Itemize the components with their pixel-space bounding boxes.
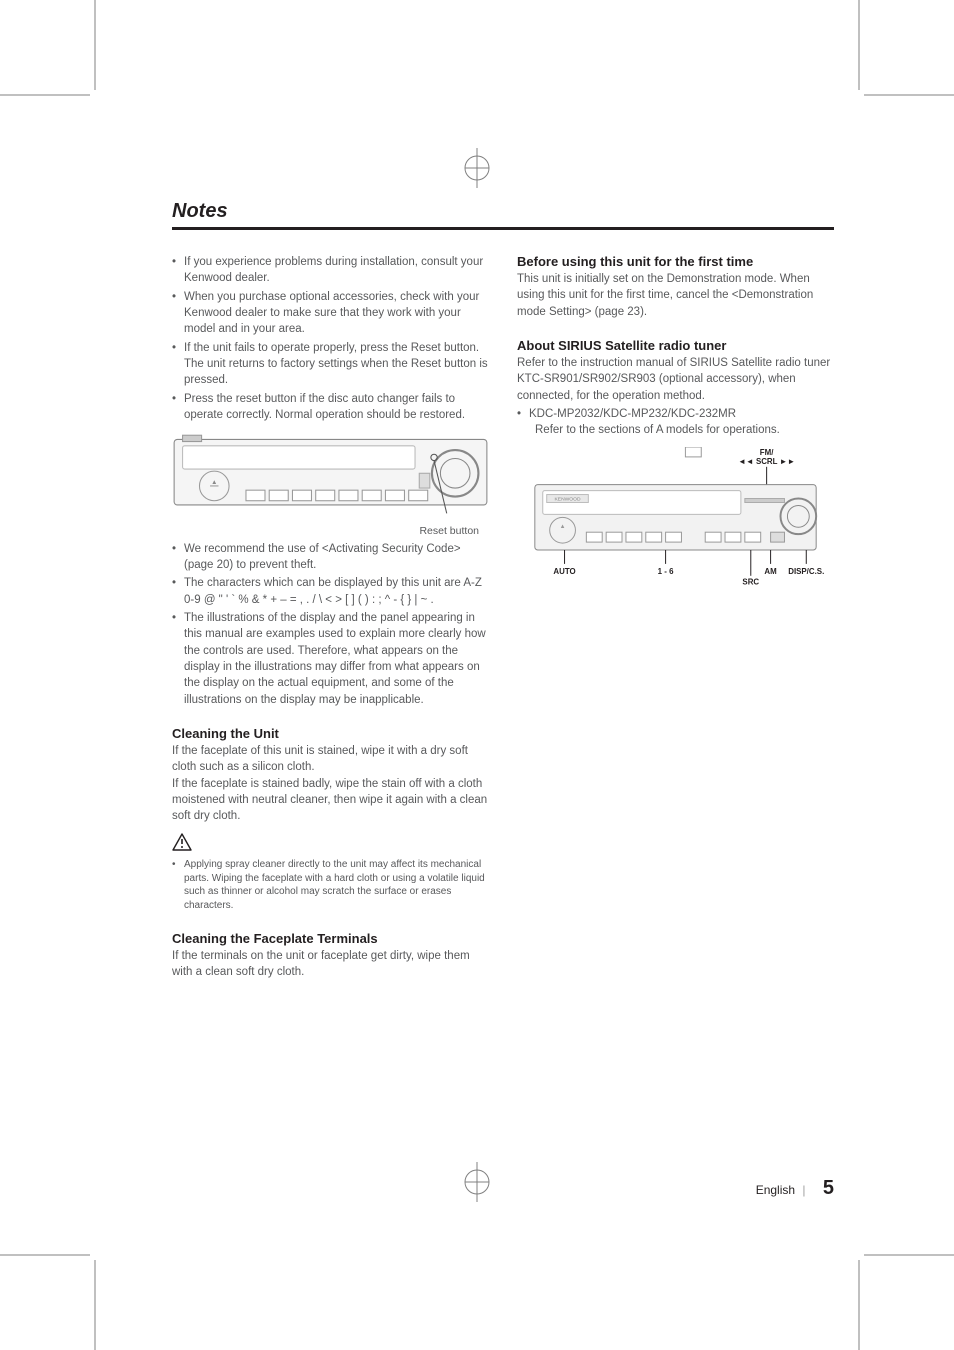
crop-mark-top-right: [844, 0, 954, 110]
columns: If you experience problems during instal…: [172, 254, 834, 981]
note-item: When you purchase optional accessories, …: [172, 289, 489, 338]
note-item: Press the reset button if the disc auto …: [172, 391, 489, 424]
page-title: Notes: [172, 200, 834, 230]
note-item: The illustrations of the display and the…: [172, 610, 489, 708]
note-item: We recommend the use of <Activating Secu…: [172, 541, 489, 574]
cleaning-caution: Applying spray cleaner directly to the u…: [172, 858, 489, 913]
content-area: Notes If you experience problems during …: [172, 200, 834, 1200]
heading-before-using: Before using this unit for the first tim…: [517, 254, 834, 269]
label-fm: FM/: [760, 448, 774, 457]
note-item: If the unit fails to operate properly, p…: [172, 340, 489, 389]
label-disp: DISP/C.S.: [788, 566, 824, 575]
svg-text:▲: ▲: [560, 524, 566, 530]
page-number: 5: [823, 1177, 834, 1199]
cleaning-unit-body2: If the faceplate is stained badly, wipe …: [172, 776, 489, 825]
sirius-model-line: KDC-MP2032/KDC-MP232/KDC-232MR: [517, 406, 834, 422]
footer-separator: |: [802, 1183, 805, 1197]
heading-cleaning-terminals: Cleaning the Faceplate Terminals: [172, 931, 489, 946]
device-reset-figure: ▲: [172, 431, 489, 516]
label-auto: AUTO: [553, 566, 575, 575]
crop-mark-bottom-left: [0, 1240, 110, 1350]
sirius-model-note: Refer to the sections of A models for op…: [517, 422, 834, 438]
label-buttons: 1 - 6: [658, 566, 674, 575]
reset-caption: Reset button: [172, 525, 489, 537]
note-item: If you experience problems during instal…: [172, 254, 489, 287]
radio-diagram: FM/ ◄◄ SCRL ►► KENWOOD ▲: [517, 447, 834, 586]
notes-list-top: If you experience problems during instal…: [172, 254, 489, 423]
svg-text:▲: ▲: [211, 479, 217, 486]
heading-cleaning-unit: Cleaning the Unit: [172, 726, 489, 741]
label-scrl: ◄◄ SCRL ►►: [738, 456, 795, 465]
left-column: If you experience problems during instal…: [172, 254, 489, 981]
cleaning-unit-body1: If the faceplate of this unit is stained…: [172, 743, 489, 776]
crop-mark-bottom-right: [844, 1240, 954, 1350]
notes-list-mid: We recommend the use of <Activating Secu…: [172, 541, 489, 708]
heading-sirius: About SIRIUS Satellite radio tuner: [517, 338, 834, 353]
page-footer: English | 5: [756, 1177, 834, 1200]
fold-mark-top: [457, 148, 497, 188]
caution-icon: [172, 833, 192, 851]
crop-mark-top-left: [0, 0, 110, 110]
cleaning-terminals-body: If the terminals on the unit or faceplat…: [172, 948, 489, 981]
language-label: English: [756, 1183, 795, 1197]
before-using-body: This unit is initially set on the Demons…: [517, 271, 834, 320]
note-item: The characters which can be displayed by…: [172, 575, 489, 608]
label-src: SRC: [742, 577, 759, 585]
sirius-body: Refer to the instruction manual of SIRIU…: [517, 355, 834, 404]
label-brand: KENWOOD: [554, 496, 580, 502]
label-am: AM: [764, 566, 777, 575]
right-column: Before using this unit for the first tim…: [517, 254, 834, 981]
